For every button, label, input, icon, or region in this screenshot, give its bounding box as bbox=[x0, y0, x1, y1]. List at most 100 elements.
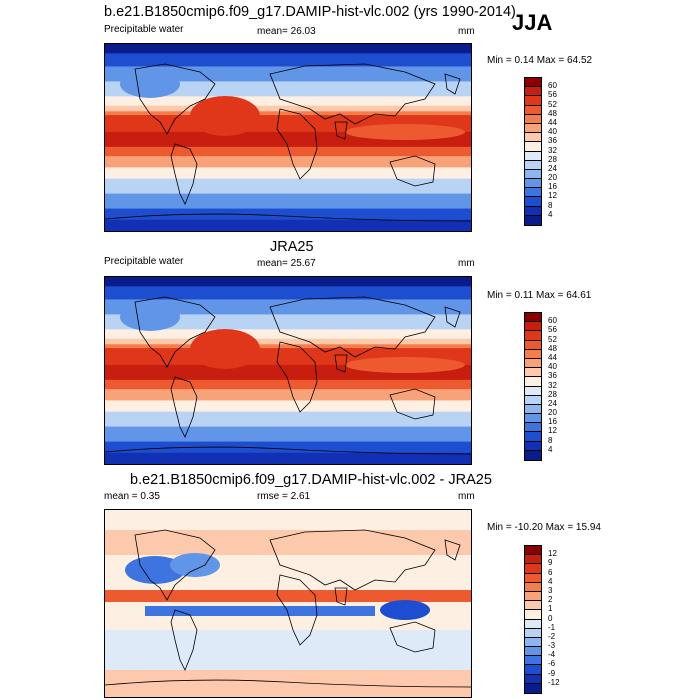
colorbar-tick-label: 56 bbox=[548, 90, 557, 100]
panel-2-mean: mean= 25.67 bbox=[257, 258, 316, 269]
colorbar-tick-label: 32 bbox=[548, 380, 557, 390]
panel-1-colorbar bbox=[524, 77, 542, 226]
colorbar-segment bbox=[525, 395, 541, 405]
colorbar-segment bbox=[525, 573, 541, 583]
map-field bbox=[105, 44, 471, 231]
colorbar-segment bbox=[525, 441, 541, 451]
colorbar-segment bbox=[525, 404, 541, 415]
colorbar-segment bbox=[525, 349, 541, 359]
colorbar-segment bbox=[525, 179, 541, 189]
colorbar-tick-label: 28 bbox=[548, 154, 557, 164]
panel-2-variable: Precipitable water bbox=[104, 256, 184, 267]
colorbar-segment bbox=[525, 169, 541, 180]
colorbar-segment bbox=[525, 591, 541, 602]
map-field bbox=[105, 277, 471, 464]
panel-1-variable: Precipitable water bbox=[104, 24, 184, 35]
colorbar-segment bbox=[525, 450, 541, 460]
colorbar-tick-label: 4 bbox=[548, 444, 553, 454]
panel-1-units: mm bbox=[458, 26, 475, 37]
panel-1-minmax: Min = 0.14 Max = 64.52 bbox=[487, 55, 593, 66]
colorbar-segment bbox=[525, 322, 541, 332]
colorbar-segment bbox=[525, 582, 541, 592]
colorbar-tick-label: 16 bbox=[548, 417, 557, 427]
colorbar-segment bbox=[525, 423, 541, 433]
colorbar-tick-label: 44 bbox=[548, 117, 557, 127]
colorbar-tick-label: 8 bbox=[548, 200, 553, 210]
colorbar-tick-label: 32 bbox=[548, 145, 557, 155]
colorbar-segment bbox=[525, 628, 541, 638]
colorbar-segment bbox=[525, 637, 541, 648]
panel-2-units: mm bbox=[458, 258, 475, 269]
colorbar-tick-label: 44 bbox=[548, 352, 557, 362]
season-label: JJA bbox=[512, 10, 553, 35]
colorbar-tick-label: 6 bbox=[548, 567, 553, 577]
colorbar-segment bbox=[525, 340, 541, 350]
panel-2-title: JRA25 bbox=[270, 239, 314, 255]
colorbar-segment bbox=[525, 215, 541, 225]
colorbar-segment bbox=[525, 564, 541, 574]
colorbar-segment bbox=[525, 674, 541, 684]
colorbar-segment bbox=[525, 188, 541, 198]
colorbar-tick-label: 24 bbox=[548, 398, 557, 408]
panel-2-map bbox=[104, 276, 472, 465]
colorbar-tick-label: 60 bbox=[548, 316, 557, 326]
colorbar-segment bbox=[525, 87, 541, 97]
colorbar-tick-label: 16 bbox=[548, 182, 557, 192]
colorbar-segment bbox=[525, 123, 541, 134]
panel-3-title: b.e21.B1850cmip6.f09_g17.DAMIP-hist-vlc.… bbox=[130, 472, 492, 488]
colorbar-segment bbox=[525, 377, 541, 387]
colorbar-tick-label: 28 bbox=[548, 389, 557, 399]
colorbar-segment bbox=[525, 331, 541, 341]
colorbar-segment bbox=[525, 313, 541, 323]
colorbar-tick-label: 20 bbox=[548, 173, 557, 183]
colorbar-tick-label: 60 bbox=[548, 81, 557, 91]
colorbar-segment bbox=[525, 142, 541, 152]
colorbar-segment bbox=[525, 555, 541, 565]
colorbar-tick-label: 24 bbox=[548, 163, 557, 173]
colorbar-tick-label: -12 bbox=[548, 677, 560, 687]
colorbar-tick-label: 4 bbox=[548, 576, 553, 586]
colorbar-segment bbox=[525, 432, 541, 442]
panel-3-map bbox=[104, 509, 472, 698]
panel-1-map bbox=[104, 43, 472, 232]
colorbar-tick-label: 36 bbox=[548, 136, 557, 146]
colorbar-segment bbox=[525, 358, 541, 369]
colorbar-tick-label: 8 bbox=[548, 435, 553, 445]
colorbar-tick-label: 9 bbox=[548, 558, 553, 568]
panel-3-units: mm bbox=[458, 491, 475, 502]
colorbar-tick-label: 12 bbox=[548, 549, 557, 559]
colorbar-tick-label: -4 bbox=[548, 650, 556, 660]
colorbar-tick-label: 12 bbox=[548, 191, 557, 201]
colorbar-segment bbox=[525, 414, 541, 424]
colorbar-segment bbox=[525, 197, 541, 207]
colorbar-tick-label: 0 bbox=[548, 613, 553, 623]
colorbar-tick-label: 20 bbox=[548, 408, 557, 418]
colorbar-segment bbox=[525, 96, 541, 106]
panel-3-rmse: rmse = 2.61 bbox=[257, 491, 311, 502]
colorbar-tick-label: 56 bbox=[548, 325, 557, 335]
colorbar-segment bbox=[525, 665, 541, 675]
colorbar-tick-label: 40 bbox=[548, 362, 557, 372]
colorbar-tick-label: 40 bbox=[548, 127, 557, 137]
panel-1-title: b.e21.B1850cmip6.f09_g17.DAMIP-hist-vlc.… bbox=[104, 4, 516, 20]
colorbar-segment bbox=[525, 619, 541, 629]
colorbar-segment bbox=[525, 546, 541, 556]
colorbar-tick-label: 12 bbox=[548, 426, 557, 436]
colorbar-segment bbox=[525, 151, 541, 161]
colorbar-segment bbox=[525, 160, 541, 170]
colorbar-segment bbox=[525, 601, 541, 611]
colorbar-tick-label: 3 bbox=[548, 585, 553, 595]
colorbar-segment bbox=[525, 206, 541, 216]
colorbar-tick-label: -1 bbox=[548, 622, 556, 632]
panel-2-minmax: Min = 0.11 Max = 64.61 bbox=[487, 290, 592, 301]
colorbar-tick-label: 52 bbox=[548, 334, 557, 344]
colorbar-tick-label: -9 bbox=[548, 668, 556, 678]
colorbar-segment bbox=[525, 610, 541, 620]
panel-3-minmax: Min = -10.20 Max = 15.94 bbox=[487, 522, 601, 533]
colorbar-segment bbox=[525, 114, 541, 124]
colorbar-segment bbox=[525, 683, 541, 693]
colorbar-tick-label: 52 bbox=[548, 99, 557, 109]
colorbar-segment bbox=[525, 368, 541, 378]
map-field bbox=[105, 510, 471, 697]
colorbar-tick-label: 48 bbox=[548, 108, 557, 118]
